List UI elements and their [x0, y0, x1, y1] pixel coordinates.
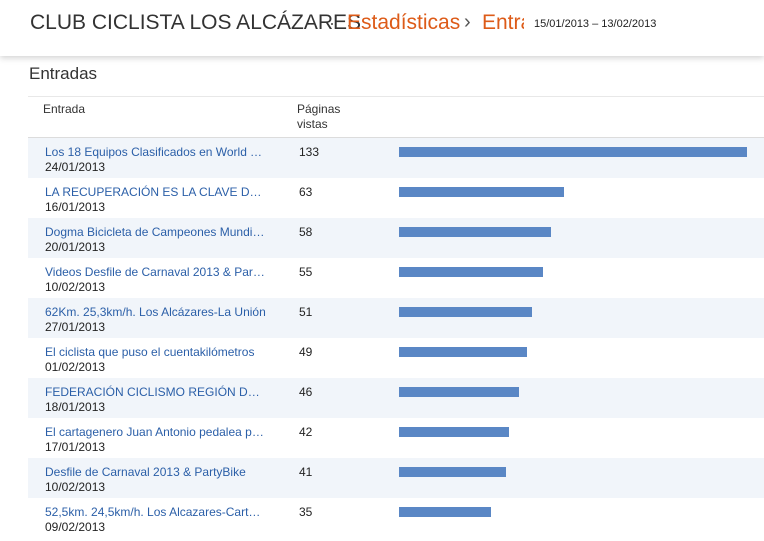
table-row: El ciclista que puso el cuentakilómetros…: [28, 338, 764, 378]
post-title-link[interactable]: FEDERACIÓN CICLISMO REGIÓN DE MURCIA: [45, 385, 267, 399]
post-date: 27/01/2013: [45, 320, 106, 334]
post-date: 18/01/2013: [45, 400, 106, 414]
table-row: LA RECUPERACIÓN ES LA CLAVE DEL ÉXITO16/…: [28, 178, 764, 218]
table-row: FEDERACIÓN CICLISMO REGIÓN DE MURCIA18/0…: [28, 378, 764, 418]
site-title[interactable]: CLUB CICLISTA LOS ALCÁZARES: [30, 11, 362, 34]
breadcrumb-stats-link[interactable]: Estadísticas: [347, 11, 461, 34]
page-views-bar: [399, 507, 491, 517]
page-views-bar: [399, 267, 543, 277]
post-date: 16/01/2013: [45, 200, 106, 214]
post-date: 10/02/2013: [45, 280, 106, 294]
page-views-bar: [399, 187, 564, 197]
breadcrumb-current: Entradas: [482, 11, 524, 41]
section-title: Entradas: [29, 64, 98, 83]
table-body: Los 18 Equipos Clasificados en World Tou…: [28, 138, 764, 538]
post-date: 20/01/2013: [45, 240, 106, 254]
page-views-bar: [399, 387, 519, 397]
page-views-bar: [399, 427, 509, 437]
table-row: Dogma Bicicleta de Campeones Mundiales 20…: [28, 218, 764, 258]
page-views-bar: [399, 347, 527, 357]
page-views-count: 35: [299, 505, 313, 519]
breadcrumb-separator-dot: ·: [329, 13, 335, 33]
post-date: 17/01/2013: [45, 440, 106, 454]
post-title-link[interactable]: El ciclista que puso el cuentakilómetros: [45, 345, 255, 359]
page-views-count: 46: [299, 385, 313, 399]
table-header: Entrada Páginas vistas: [28, 97, 764, 138]
chevron-right-icon: ›: [464, 11, 471, 33]
page-views-count: 63: [299, 185, 313, 199]
page-views-bar: [399, 307, 532, 317]
page-views-bar: [399, 227, 551, 237]
post-date: 24/01/2013: [45, 160, 106, 174]
table-row: El cartagenero Juan Antonio pedalea por …: [28, 418, 764, 458]
post-title-link[interactable]: Desfile de Carnaval 2013 & PartyBike: [45, 465, 246, 479]
table-row: Desfile de Carnaval 2013 & PartyBike 10/0…: [28, 458, 764, 498]
table-row: Videos Desfile de Carnaval 2013 & PartyB…: [28, 258, 764, 298]
page-views-count: 133: [299, 145, 320, 159]
page-views-count: 41: [299, 465, 313, 479]
post-title-link[interactable]: El cartagenero Juan Antonio pedalea por …: [45, 425, 267, 439]
page-views-bar: [399, 467, 506, 477]
post-title-link[interactable]: Los 18 Equipos Clasificados en World Tou…: [45, 145, 267, 159]
column-header-views[interactable]: Páginas vistas: [297, 102, 341, 131]
table-row: 52,5km. 24,5km/h. Los Alcazares-Cartagen…: [28, 498, 764, 538]
post-date: 09/02/2013: [45, 520, 106, 534]
page-views-count: 55: [299, 265, 313, 279]
post-title-link[interactable]: Dogma Bicicleta de Campeones Mundiales: [45, 225, 267, 239]
post-title-link[interactable]: LA RECUPERACIÓN ES LA CLAVE DEL ÉXITO: [45, 185, 267, 199]
breadcrumb-current-label: Entradas: [482, 11, 524, 34]
page-views-count: 51: [299, 305, 313, 319]
post-title-link[interactable]: Videos Desfile de Carnaval 2013 & PartyB…: [45, 265, 267, 279]
post-date: 10/02/2013: [45, 480, 106, 494]
page-views-count: 42: [299, 425, 313, 439]
posts-table: Entrada Páginas vistas Los 18 Equipos Cl…: [28, 96, 764, 538]
date-range: 15/01/2013 – 13/02/2013: [534, 18, 657, 30]
page-views-bar: [399, 147, 747, 157]
page-views-count: 58: [299, 225, 313, 239]
column-header-entry[interactable]: Entrada: [43, 102, 86, 116]
post-title-link[interactable]: 52,5km. 24,5km/h. Los Alcazares-Cartagen…: [45, 505, 267, 519]
table-row: Los 18 Equipos Clasificados en World Tou…: [28, 138, 764, 178]
post-date: 01/02/2013: [45, 360, 106, 374]
top-header: CLUB CICLISTA LOS ALCÁZARES · Estadístic…: [0, 0, 764, 56]
post-title-link[interactable]: 62Km. 25,3km/h. Los Alcázares-La Unión: [45, 305, 266, 319]
page-views-count: 49: [299, 345, 313, 359]
table-row: 62Km. 25,3km/h. Los Alcázares-La Unión 27…: [28, 298, 764, 338]
